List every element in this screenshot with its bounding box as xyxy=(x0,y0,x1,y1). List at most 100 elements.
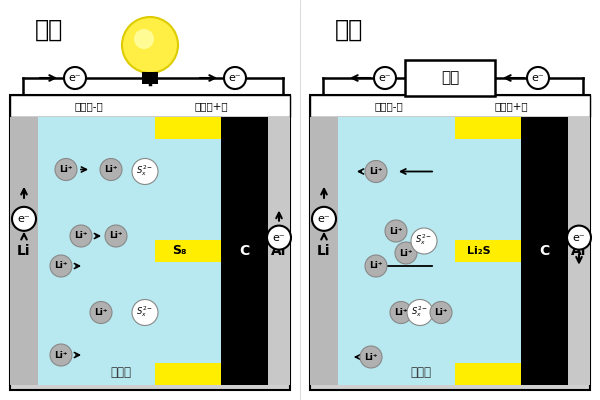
Bar xyxy=(268,117,290,385)
Text: e⁻: e⁻ xyxy=(532,73,544,83)
Text: 負極（-）: 負極（-） xyxy=(374,101,403,111)
Bar xyxy=(568,117,590,385)
Circle shape xyxy=(134,29,154,49)
Circle shape xyxy=(430,302,452,324)
Bar xyxy=(203,117,221,385)
Text: 負極（-）: 負極（-） xyxy=(74,101,103,111)
Text: Li⁺: Li⁺ xyxy=(109,232,123,240)
Circle shape xyxy=(312,207,336,231)
Bar xyxy=(10,95,290,117)
Text: 正極（+）: 正極（+） xyxy=(495,101,529,111)
Text: 電源: 電源 xyxy=(441,70,459,86)
Text: Li₂S: Li₂S xyxy=(467,246,491,256)
Bar xyxy=(155,117,203,139)
Circle shape xyxy=(567,226,591,250)
Bar xyxy=(503,139,521,240)
Text: e⁻: e⁻ xyxy=(572,233,586,242)
Circle shape xyxy=(407,300,433,326)
Circle shape xyxy=(224,67,246,89)
Bar xyxy=(155,240,203,262)
Circle shape xyxy=(50,255,72,277)
Bar xyxy=(405,60,495,96)
Text: 充電: 充電 xyxy=(335,18,363,42)
Text: Li: Li xyxy=(317,244,331,258)
Bar xyxy=(455,240,503,262)
Text: e⁻: e⁻ xyxy=(17,214,31,224)
Circle shape xyxy=(64,67,86,89)
Text: Li⁺: Li⁺ xyxy=(369,167,383,176)
Circle shape xyxy=(267,226,291,250)
Circle shape xyxy=(385,220,407,242)
Circle shape xyxy=(12,207,36,231)
Bar xyxy=(338,117,503,385)
Text: 正極（+）: 正極（+） xyxy=(195,101,229,111)
Circle shape xyxy=(90,302,112,324)
Circle shape xyxy=(122,17,178,73)
Text: Al: Al xyxy=(271,244,287,258)
Text: Al: Al xyxy=(571,244,587,258)
Text: $S_x^{2-}$: $S_x^{2-}$ xyxy=(415,232,433,248)
Text: $S_x^{2-}$: $S_x^{2-}$ xyxy=(412,304,428,319)
Text: e⁻: e⁻ xyxy=(317,214,331,224)
Bar xyxy=(142,72,158,84)
Text: Li⁺: Li⁺ xyxy=(59,165,73,174)
Text: 電解液: 電解液 xyxy=(110,366,131,380)
Bar xyxy=(310,95,590,390)
Text: 放電: 放電 xyxy=(35,18,63,42)
Bar xyxy=(455,117,503,139)
Circle shape xyxy=(374,67,396,89)
Text: e⁻: e⁻ xyxy=(379,73,391,83)
Bar xyxy=(203,262,221,363)
Bar xyxy=(310,117,338,385)
Circle shape xyxy=(105,225,127,247)
Text: e⁻: e⁻ xyxy=(229,73,241,83)
Circle shape xyxy=(390,302,412,324)
Text: Li⁺: Li⁺ xyxy=(94,308,108,317)
Text: e⁻: e⁻ xyxy=(68,73,82,83)
Circle shape xyxy=(411,228,437,254)
Text: Li⁺: Li⁺ xyxy=(364,352,378,362)
Bar xyxy=(10,95,290,390)
Text: Li⁺: Li⁺ xyxy=(74,232,88,240)
Bar xyxy=(38,117,203,385)
Text: Li⁺: Li⁺ xyxy=(399,248,413,258)
Bar xyxy=(521,117,568,385)
Bar xyxy=(521,262,550,363)
Circle shape xyxy=(360,346,382,368)
Circle shape xyxy=(365,255,387,277)
Text: Li⁺: Li⁺ xyxy=(369,262,383,270)
Bar xyxy=(503,262,521,363)
Text: C: C xyxy=(539,244,550,258)
Circle shape xyxy=(70,225,92,247)
Circle shape xyxy=(132,158,158,184)
Text: Li: Li xyxy=(17,244,31,258)
Bar xyxy=(455,363,503,385)
Text: Li⁺: Li⁺ xyxy=(54,262,68,270)
Text: e⁻: e⁻ xyxy=(272,233,286,242)
Text: 電解液: 電解液 xyxy=(410,366,431,380)
Text: S₈: S₈ xyxy=(172,244,186,258)
Bar xyxy=(310,95,590,117)
Circle shape xyxy=(50,344,72,366)
Circle shape xyxy=(132,300,158,326)
Text: Li⁺: Li⁺ xyxy=(394,308,408,317)
Bar xyxy=(221,262,250,363)
Bar xyxy=(503,117,521,385)
Text: Li⁺: Li⁺ xyxy=(104,165,118,174)
Bar xyxy=(155,363,203,385)
Text: C: C xyxy=(239,244,250,258)
Bar xyxy=(203,139,221,240)
Bar xyxy=(521,139,550,240)
Bar xyxy=(10,117,38,385)
Circle shape xyxy=(365,160,387,182)
Text: Li⁺: Li⁺ xyxy=(54,350,68,360)
Circle shape xyxy=(55,158,77,180)
Circle shape xyxy=(395,242,417,264)
Text: $S_x^{2-}$: $S_x^{2-}$ xyxy=(136,304,154,319)
Text: Li⁺: Li⁺ xyxy=(389,226,403,236)
Circle shape xyxy=(527,67,549,89)
Text: Li⁺: Li⁺ xyxy=(434,308,448,317)
Bar xyxy=(221,117,268,385)
Text: $S_x^{2-}$: $S_x^{2-}$ xyxy=(136,163,154,178)
Bar xyxy=(221,139,250,240)
